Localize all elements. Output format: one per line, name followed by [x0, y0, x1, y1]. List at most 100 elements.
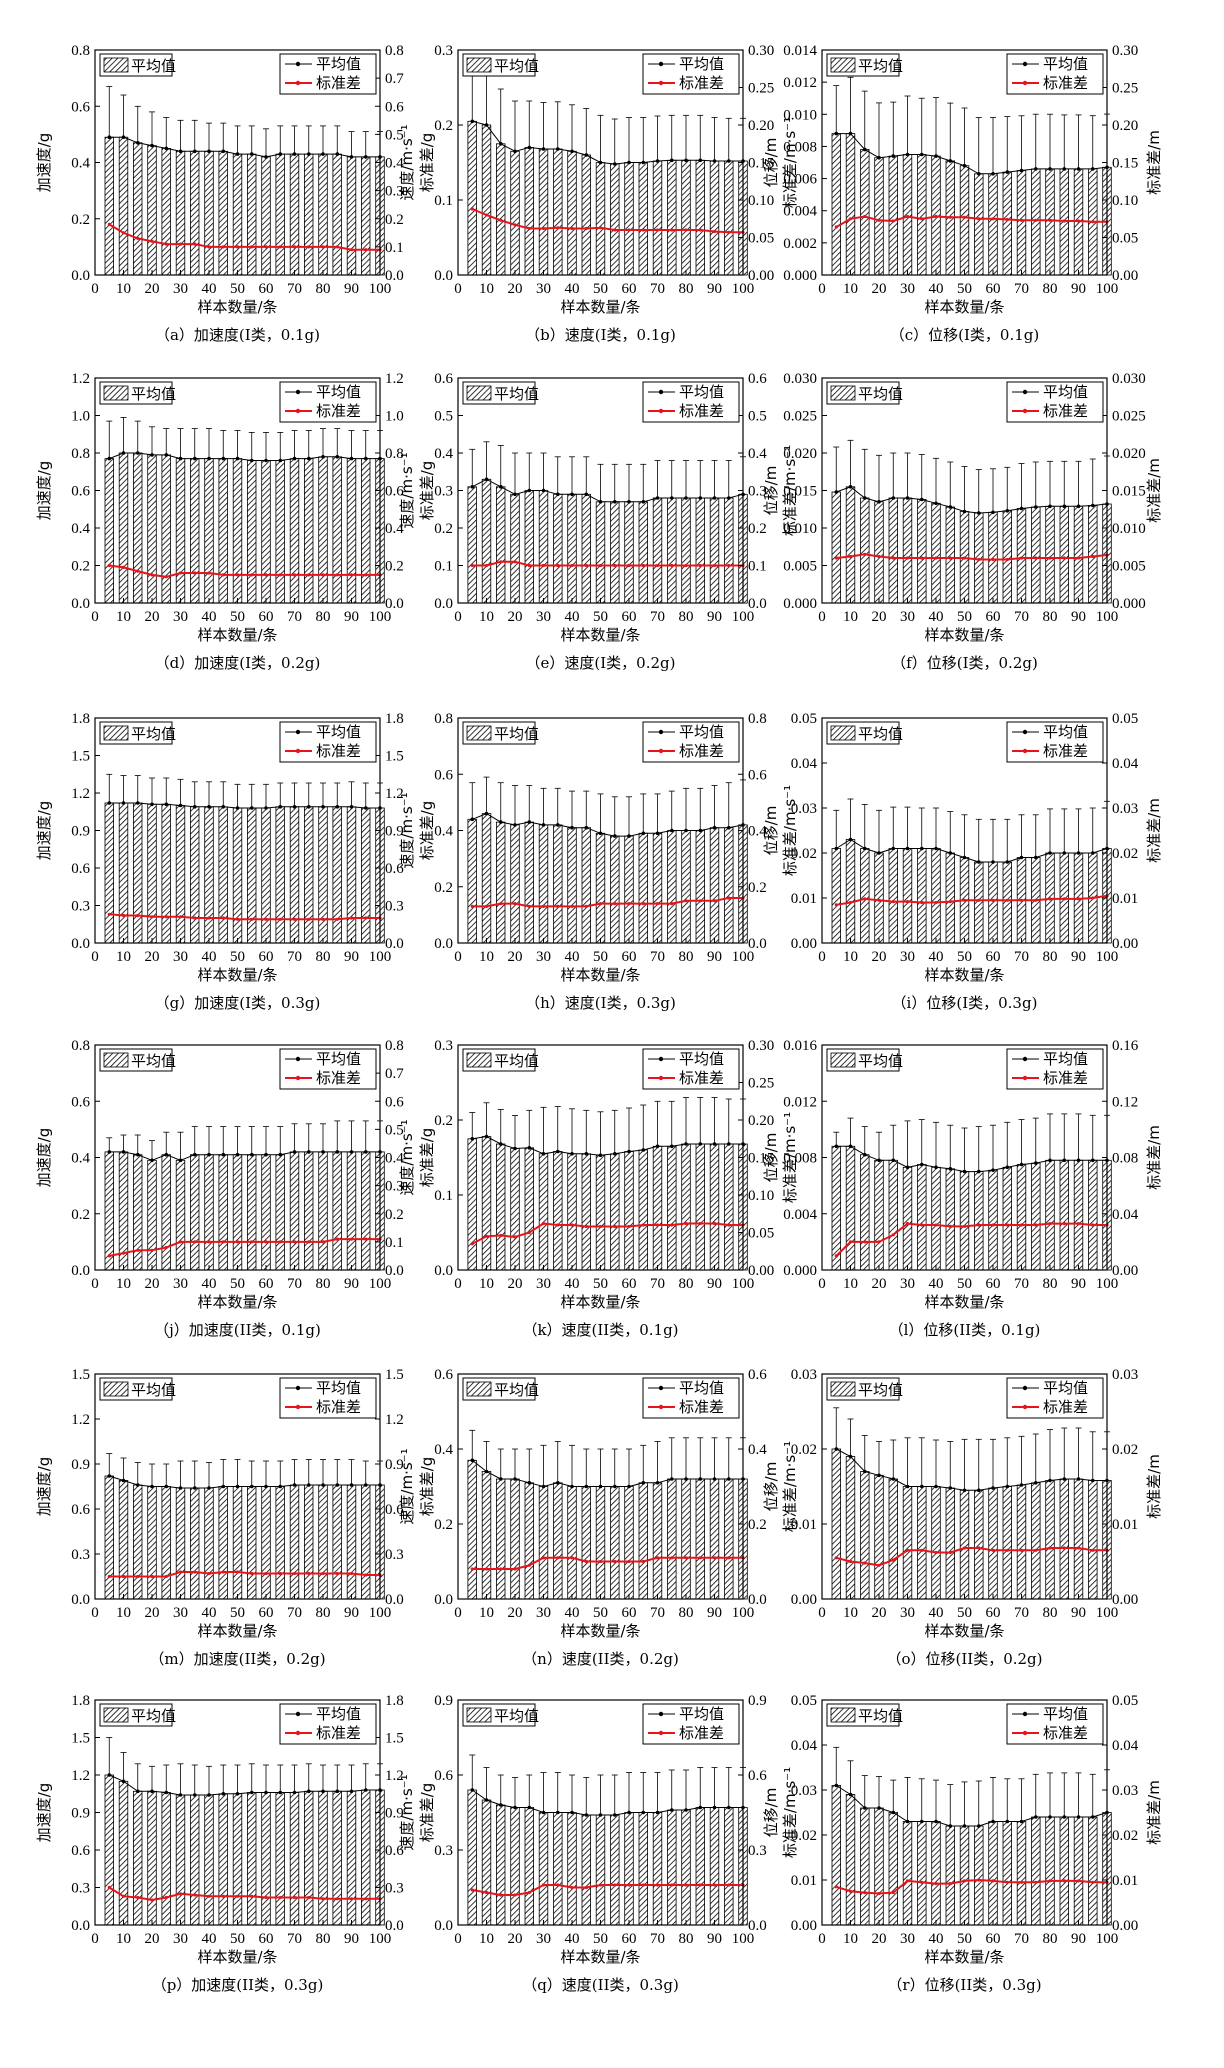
chart-panel-e: 0.00.10.20.30.40.50.60.00.10.20.30.40.50…: [398, 371, 799, 672]
y-tick-label: 0.0: [434, 936, 453, 952]
bar: [481, 124, 492, 276]
bar: [289, 153, 300, 276]
x-tick-label: 100: [1096, 949, 1119, 965]
mean-point: [1005, 170, 1010, 174]
x-axis-label: 样本数量/条: [197, 298, 277, 316]
bar: [318, 456, 328, 604]
std-point: [484, 1890, 489, 1895]
legend-lines-box: [642, 721, 740, 763]
x-axis-label: 样本数量/条: [560, 1948, 640, 1966]
std-point: [727, 1883, 731, 1887]
std-series-line: [471, 1222, 743, 1245]
legend-bar-label: 平均值: [494, 1381, 539, 1399]
mean-point: [178, 803, 183, 808]
legend-mean-marker: [658, 1056, 664, 1062]
legend-std-label: 标准差: [1043, 1724, 1088, 1742]
mean-point: [684, 1477, 688, 1481]
x-axis-label: 样本数量/条: [560, 1293, 640, 1311]
mean-point: [991, 1168, 995, 1172]
bar: [246, 153, 257, 276]
std-point: [834, 556, 838, 560]
x-tick-label: 50: [593, 1605, 608, 1621]
y2-axis-label: 标准差/g: [418, 801, 436, 861]
bar: [1002, 171, 1013, 276]
bar: [860, 149, 870, 276]
x-tick-label: 100: [1096, 1931, 1119, 1947]
bar: [974, 1489, 984, 1600]
x-tick-label: 50: [230, 1605, 245, 1621]
mean-point: [470, 485, 475, 489]
std-point: [178, 1570, 183, 1574]
bar: [624, 1486, 634, 1600]
y2-tick-label: 0.8: [748, 711, 767, 727]
y-axis-label: 位移/m: [762, 1788, 780, 1838]
mean-point: [235, 1484, 240, 1489]
std-point: [207, 1571, 211, 1576]
bar: [538, 148, 549, 276]
std-point: [977, 898, 981, 902]
x-tick-label: 30: [173, 1931, 188, 1947]
mean-point: [1076, 851, 1081, 855]
bar: [232, 153, 243, 276]
legend-bar-label: 平均值: [858, 1707, 903, 1725]
y2-tick-label: 0.30: [748, 43, 774, 59]
y-tick-label: 0.008: [783, 139, 817, 155]
x-tick-label: 90: [707, 949, 722, 965]
y2-axis-label: 标准差/m: [1145, 458, 1163, 523]
legend-bar-label: 平均值: [858, 385, 903, 403]
y-tick-label: 0.03: [791, 801, 817, 817]
y-tick-label: 0.000: [783, 268, 817, 284]
y-tick-label: 0.6: [71, 861, 90, 877]
x-tick-label: 20: [872, 1931, 887, 1947]
bar: [303, 458, 314, 604]
bar: [724, 1807, 734, 1926]
mean-series-line: [472, 1135, 743, 1156]
y-tick-label: 0.3: [434, 43, 453, 59]
bar: [917, 499, 927, 604]
y-tick-label: 0.6: [434, 371, 453, 387]
mean-series-line: [471, 1459, 743, 1488]
mean-point: [934, 154, 938, 158]
mean-point: [221, 149, 226, 154]
mean-point: [613, 500, 617, 504]
legend-std-label: 标准差: [1043, 1398, 1088, 1416]
std-point: [1019, 1548, 1024, 1552]
legend-mean-marker: [295, 1056, 301, 1062]
mean-point: [513, 492, 517, 497]
bar: [161, 1486, 171, 1600]
x-tick-label: 30: [173, 1276, 188, 1292]
std-point: [934, 1882, 938, 1886]
std-point: [235, 1240, 240, 1244]
x-axis-label: 样本数量/条: [924, 966, 1004, 984]
x-tick-label: 10: [843, 1931, 858, 1947]
x-tick-label: 20: [145, 1605, 160, 1621]
mean-point: [698, 1142, 703, 1146]
x-tick-label: 80: [679, 1276, 694, 1292]
std-point: [834, 1556, 838, 1560]
bar: [624, 1812, 634, 1926]
x-tick-label: 70: [650, 1931, 665, 1947]
mean-point: [470, 119, 475, 124]
std-point: [848, 1559, 853, 1564]
mean-point: [655, 159, 660, 163]
legend-mean-marker: [295, 1711, 301, 1717]
mean-point: [1019, 168, 1024, 173]
bar: [524, 147, 535, 276]
mean-point: [307, 1150, 311, 1154]
y2-tick-label: 0.0: [385, 936, 404, 952]
std-point: [670, 228, 674, 232]
y-axis-label: 速度/m·s⁻¹: [398, 1448, 416, 1524]
mean-point: [335, 1150, 340, 1154]
bar: [902, 1166, 913, 1271]
mean-point: [877, 500, 881, 504]
legend-mean-label: 平均值: [316, 1050, 361, 1068]
bar: [524, 1482, 535, 1600]
std-point: [598, 226, 603, 230]
legend-bar-label: 平均值: [131, 1052, 176, 1070]
std-point: [1076, 1879, 1081, 1883]
std-point: [193, 571, 197, 575]
mean-point: [335, 805, 340, 809]
std-point: [627, 1883, 631, 1887]
y-axis-label: 加速度/g: [35, 133, 53, 193]
mean-series-line: [109, 452, 380, 461]
